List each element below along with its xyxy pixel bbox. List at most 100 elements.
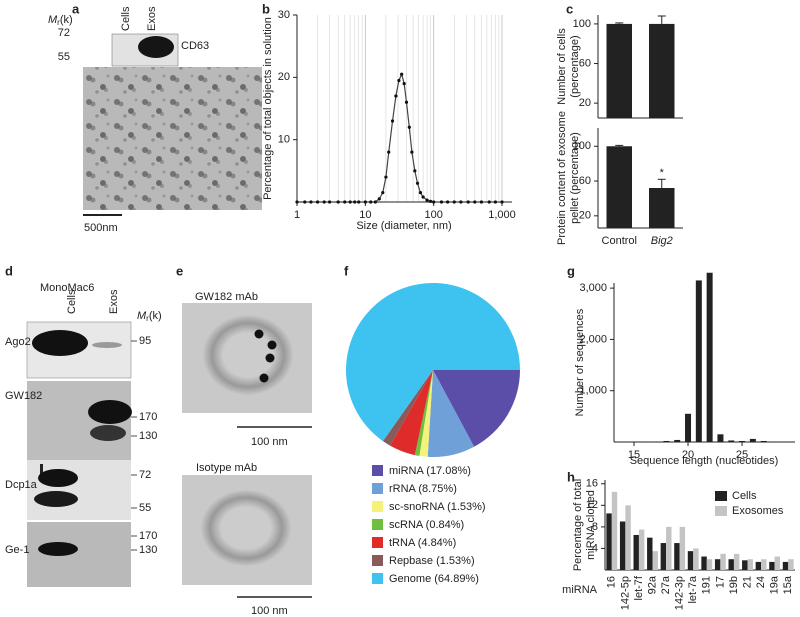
bar bbox=[788, 559, 794, 570]
bar bbox=[652, 551, 658, 570]
bar bbox=[728, 559, 734, 570]
y-tick-label: 8 bbox=[592, 521, 598, 533]
data-point bbox=[493, 200, 497, 204]
data-line bbox=[297, 72, 503, 203]
bar bbox=[649, 188, 675, 228]
legend-swatch bbox=[372, 501, 383, 512]
pie-slice bbox=[382, 370, 433, 446]
bar bbox=[638, 529, 645, 570]
legend-swatch bbox=[372, 483, 383, 494]
legend-label: Genome (64.89%) bbox=[389, 573, 479, 585]
data-point bbox=[353, 200, 357, 204]
bar bbox=[760, 440, 767, 442]
bar bbox=[714, 559, 721, 570]
y-tick-label: 20 bbox=[579, 97, 591, 109]
data-point bbox=[394, 94, 398, 98]
data-point bbox=[400, 72, 404, 76]
x-tick-label: 100 bbox=[424, 209, 442, 221]
x-tick-label: 191 bbox=[701, 576, 713, 594]
bar bbox=[606, 513, 612, 570]
blot-band bbox=[88, 400, 132, 424]
data-point bbox=[418, 191, 423, 195]
data-point bbox=[390, 119, 395, 123]
bar bbox=[720, 553, 726, 570]
bar bbox=[687, 551, 694, 570]
x-tick-label: 15 bbox=[628, 449, 640, 461]
bar bbox=[630, 441, 637, 442]
y-tick-label: 60 bbox=[579, 57, 591, 69]
bar bbox=[755, 561, 762, 570]
bar bbox=[649, 23, 675, 119]
pie-slice bbox=[433, 370, 520, 447]
marker-label: 130 bbox=[139, 430, 157, 442]
y-axis-label: Protein content of exosome bbox=[556, 111, 568, 245]
y-axis-label: Number of cells bbox=[556, 28, 568, 105]
data-point bbox=[500, 200, 504, 204]
x-tick-label: 142-3p bbox=[674, 576, 686, 610]
data-point bbox=[410, 150, 414, 154]
y-tick-label: 10 bbox=[278, 134, 290, 146]
data-point bbox=[303, 200, 307, 204]
y-axis-label: Percentage of total bbox=[572, 479, 584, 571]
x-tick-label: let-7f bbox=[633, 575, 645, 600]
legend-label: miRNA (17.08%) bbox=[389, 465, 471, 477]
gold-particles bbox=[254, 329, 277, 383]
blot-band bbox=[38, 542, 78, 556]
legend-label: sc-snoRNA (1.53%) bbox=[389, 501, 486, 513]
legend-swatch bbox=[372, 537, 383, 548]
y-tick-label: 20 bbox=[579, 210, 591, 222]
bar bbox=[739, 440, 746, 442]
pie-slice bbox=[419, 370, 433, 457]
legend-swatch bbox=[715, 506, 727, 516]
lane-label: Exos bbox=[108, 289, 120, 314]
y-axis-label: (percentage) bbox=[569, 35, 581, 97]
panel-letter: d bbox=[5, 263, 13, 278]
legend-swatch bbox=[372, 519, 383, 530]
data-point bbox=[295, 200, 299, 204]
pie-slice bbox=[346, 283, 520, 442]
data-point bbox=[381, 191, 385, 195]
x-tick-label: 27a bbox=[660, 575, 672, 594]
x-axis-label: Sequence length (nucleotides) bbox=[630, 455, 779, 467]
x-tick-label: 16 bbox=[606, 576, 618, 588]
data-point bbox=[387, 150, 391, 154]
bar bbox=[706, 272, 713, 442]
lane-label: Exos bbox=[146, 6, 158, 31]
marker-label: 55 bbox=[58, 51, 70, 63]
blot-band bbox=[34, 491, 78, 507]
x-tick-label: 20 bbox=[682, 449, 694, 461]
data-point bbox=[415, 181, 420, 185]
bar bbox=[695, 280, 702, 442]
legend-swatch bbox=[372, 465, 383, 476]
data-point bbox=[487, 200, 491, 204]
mr-label: Mr(k) bbox=[48, 14, 73, 27]
y-tick-label: 20 bbox=[278, 71, 290, 83]
protein-label: CD63 bbox=[181, 40, 209, 52]
panel-letter: h bbox=[567, 469, 575, 484]
data-point bbox=[413, 169, 417, 173]
bar bbox=[633, 534, 639, 570]
x-tick-label: 142-5p bbox=[619, 576, 631, 610]
panel-letter: g bbox=[567, 263, 575, 278]
x-tick-label: 25 bbox=[736, 449, 748, 461]
data-point bbox=[473, 200, 477, 204]
panel-letter: f bbox=[344, 263, 349, 278]
data-point bbox=[348, 200, 352, 204]
data-point bbox=[402, 81, 406, 86]
pie-slice bbox=[390, 370, 433, 456]
y-axis-label: miRNA cloned bbox=[585, 490, 597, 560]
y-tick-label: 30 bbox=[278, 9, 290, 21]
bar bbox=[625, 505, 631, 570]
x-tick-label: 92a bbox=[646, 575, 658, 594]
em-image bbox=[83, 67, 262, 210]
blot bbox=[27, 460, 131, 520]
data-point bbox=[446, 200, 450, 204]
data-point bbox=[373, 200, 377, 204]
y-tick-label: 4 bbox=[592, 542, 598, 554]
blot-band bbox=[138, 36, 174, 58]
x-tick-label: 1,000 bbox=[488, 209, 516, 221]
bar bbox=[706, 559, 713, 570]
blot-band bbox=[32, 330, 88, 356]
mr-label: Mr(k) bbox=[137, 310, 162, 323]
